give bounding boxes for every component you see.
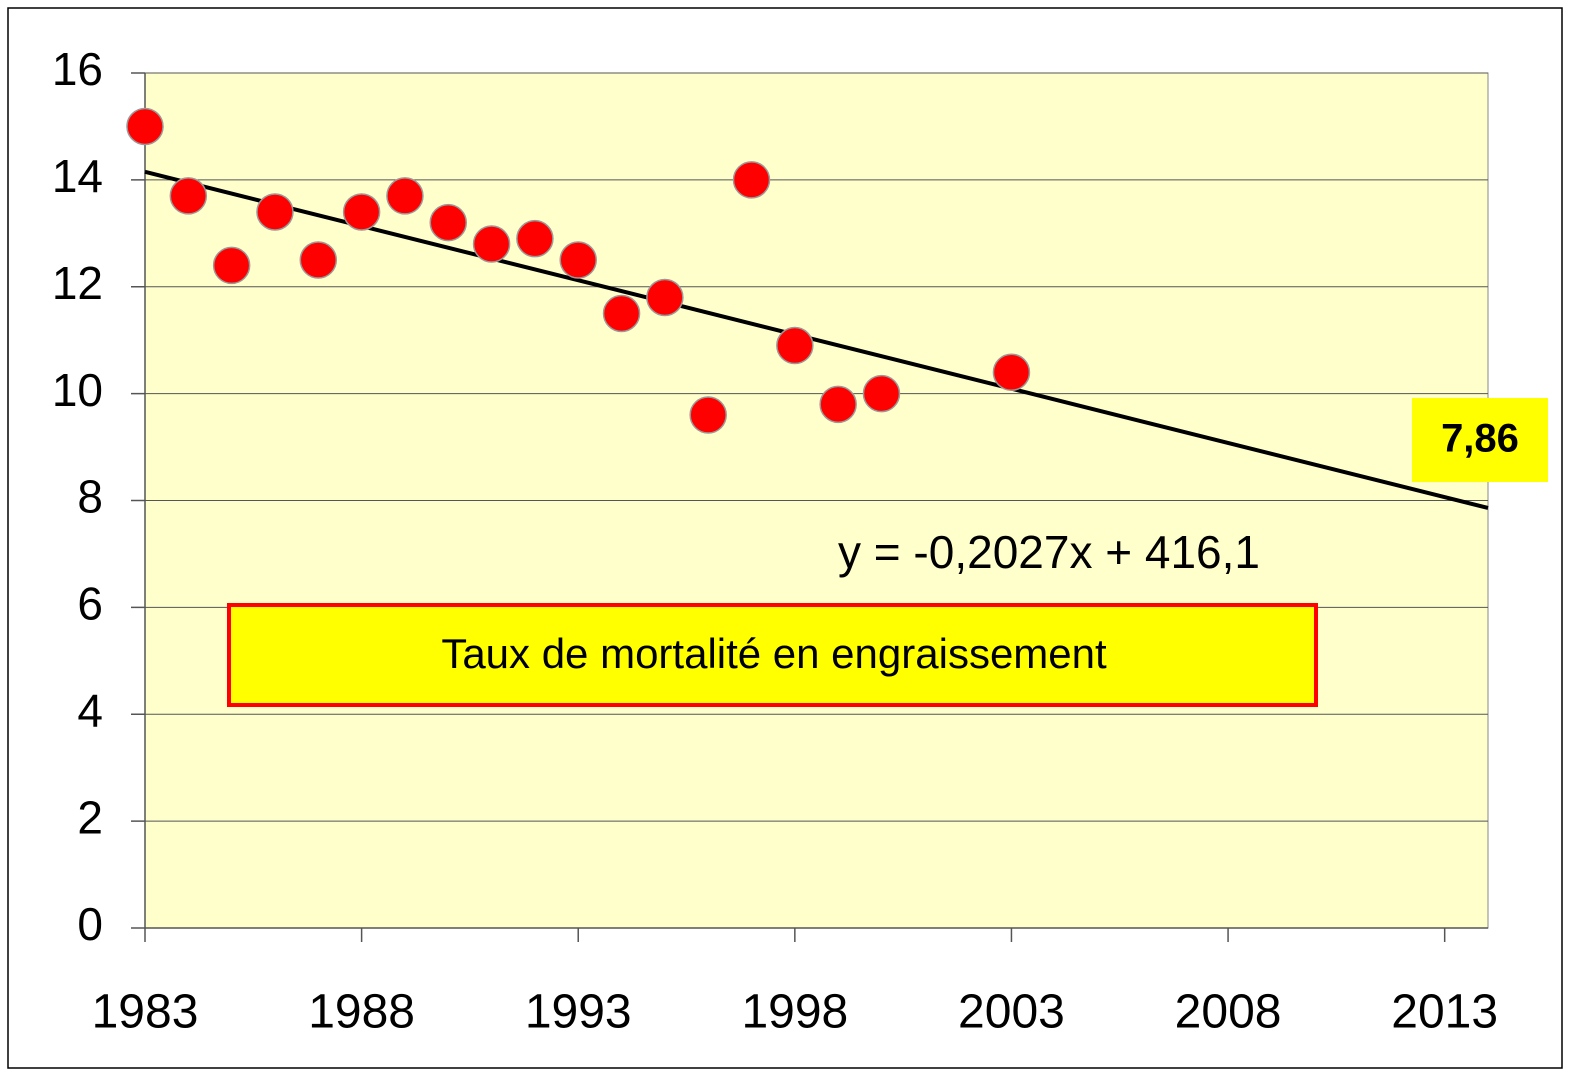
y-tick-label: 4	[77, 684, 103, 736]
data-point	[819, 385, 857, 424]
y-tick-label: 12	[52, 257, 103, 309]
data-point	[646, 278, 684, 317]
y-tick-label: 16	[52, 43, 103, 95]
data-point	[212, 246, 251, 285]
x-tick-label: 1998	[741, 986, 848, 1039]
data-point	[126, 107, 164, 146]
title-box	[227, 603, 1318, 707]
data-point	[299, 241, 338, 279]
x-tick-label: 2003	[958, 986, 1065, 1039]
data-point	[386, 177, 424, 215]
y-tick-label: 10	[52, 364, 103, 416]
value-label-box	[1412, 398, 1548, 482]
chart-title: Taux de mortalité en engraissement	[441, 630, 1107, 677]
x-tick-label: 2008	[1175, 986, 1282, 1039]
x-tick-label: 1983	[92, 986, 199, 1039]
value-label: 7,86	[1441, 417, 1519, 461]
x-tick-label: 1993	[525, 986, 632, 1039]
y-tick-label: 14	[52, 150, 103, 202]
data-point	[602, 294, 641, 333]
data-point	[559, 241, 597, 279]
x-tick-label: 2013	[1391, 986, 1498, 1039]
data-point	[776, 326, 814, 365]
data-point	[256, 193, 294, 231]
data-point	[992, 353, 1031, 391]
data-point	[429, 203, 468, 242]
equation: y = -0,2027x + 416,1	[838, 526, 1260, 578]
data-point	[169, 177, 208, 215]
data-point	[732, 161, 771, 199]
y-tick-label: 0	[77, 898, 103, 950]
y-tick-label: 8	[77, 471, 103, 523]
data-point	[862, 374, 901, 413]
data-point	[689, 396, 727, 434]
data-point	[516, 219, 554, 258]
y-tick-label: 2	[77, 791, 103, 843]
data-point	[342, 193, 381, 231]
x-tick-label: 1988	[308, 986, 415, 1039]
data-point	[472, 225, 511, 263]
y-tick-label: 6	[77, 578, 103, 630]
